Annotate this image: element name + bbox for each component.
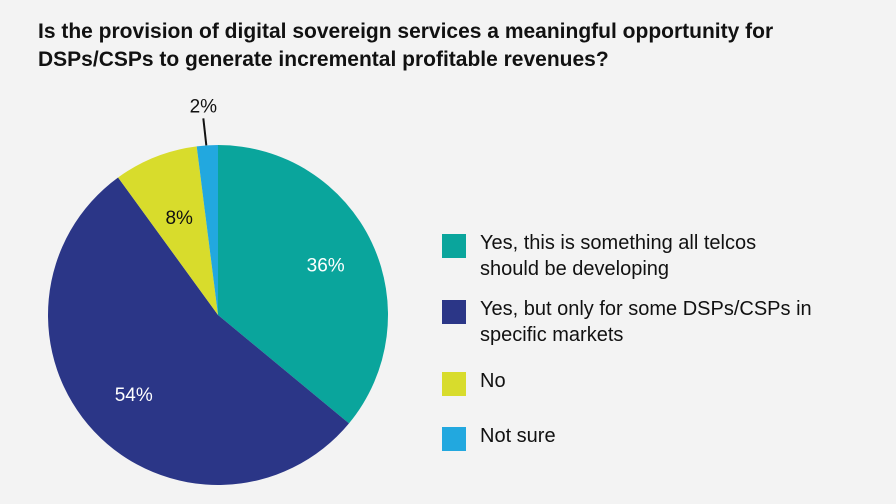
- data-label: 36%: [307, 255, 345, 276]
- legend-swatch: [442, 300, 466, 324]
- legend-label: Yes, but only for some DSPs/CSPs in spec…: [480, 298, 812, 346]
- legend-swatch: [442, 427, 466, 451]
- data-label: 8%: [165, 208, 193, 229]
- legend-label: Not sure: [480, 425, 556, 447]
- legend-swatch: [442, 372, 466, 396]
- legend-label: No: [480, 370, 506, 392]
- legend-label: Yes, this is something all telcos should…: [480, 232, 757, 280]
- pie-slice: [118, 146, 218, 315]
- leader-line: [202, 118, 208, 146]
- legend-item: Not sure: [442, 423, 862, 451]
- data-label: 2%: [190, 96, 218, 117]
- legend-item: Yes, but only for some DSPs/CSPs in spec…: [442, 296, 862, 348]
- chart-title: Is the provision of digital sovereign se…: [38, 20, 774, 71]
- data-label: 54%: [115, 385, 153, 406]
- pie-slice: [218, 145, 388, 424]
- legend-swatch: [442, 234, 466, 258]
- legend-item: No: [442, 368, 862, 396]
- legend-item: Yes, this is something all telcos should…: [442, 230, 862, 282]
- pie-slice: [196, 145, 218, 315]
- pie-slice: [48, 177, 349, 485]
